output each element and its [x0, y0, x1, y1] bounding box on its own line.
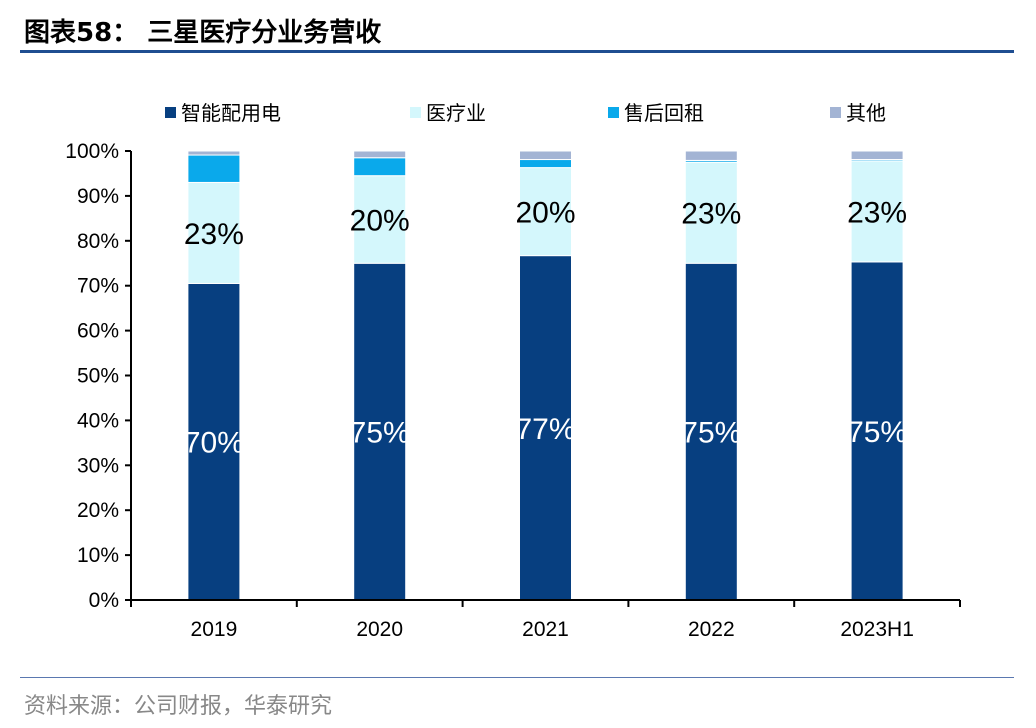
- y-axis: 0% 10% 20% 30% 40% 50% 60% 70% 80% 90% 100%: [65, 140, 132, 612]
- data-label: 75%: [681, 417, 741, 450]
- title-rule: [20, 50, 1014, 53]
- y-tick-label: 50%: [77, 365, 119, 388]
- legend-swatch: [165, 107, 176, 118]
- chart-title: 图表58： 三星医疗分业务营收: [24, 18, 382, 48]
- legend-swatch: [608, 107, 619, 118]
- bar-segment: [353, 175, 407, 264]
- bar-segment: [519, 150, 572, 161]
- bar-segment: [187, 154, 241, 183]
- x-tick-label: 2022: [688, 618, 735, 641]
- bar-segment: [353, 262, 407, 601]
- bar-segment: [519, 159, 572, 169]
- bar-segment: [187, 181, 241, 284]
- y-tick-label: 60%: [77, 320, 119, 343]
- bar-segment: [684, 262, 738, 601]
- legend-label: 医疗业: [426, 101, 486, 125]
- y-tick-label: 70%: [77, 275, 119, 298]
- legend-label: 其他: [846, 101, 886, 125]
- x-tick-label: 2019: [191, 618, 238, 641]
- y-tick-label: 10%: [77, 544, 119, 567]
- data-label: 23%: [184, 218, 244, 251]
- y-tick-label: 40%: [77, 409, 119, 432]
- data-label: 20%: [350, 204, 410, 237]
- data-label: 20%: [515, 197, 575, 230]
- legend-label: 售后回租: [624, 101, 704, 125]
- y-tick-label: 100%: [65, 140, 119, 163]
- bars: [187, 150, 904, 601]
- y-tick-label: 30%: [77, 454, 119, 477]
- bar-segment: [187, 150, 241, 156]
- bar-segment: [353, 157, 407, 177]
- bar-segment: [519, 167, 572, 257]
- data-label: 77%: [515, 413, 575, 446]
- y-tick-label: 20%: [77, 499, 119, 522]
- y-tick-label: 80%: [77, 230, 119, 253]
- data-labels: 70% 23% 75% 20% 77% 20% 75% 23% 75% 23%: [184, 196, 907, 459]
- legend-swatch: [830, 107, 841, 118]
- legend-swatch: [410, 107, 421, 118]
- bar-segment: [850, 160, 904, 263]
- bar-segment: [519, 255, 572, 601]
- legend: 智能配用电 医疗业 售后回租 其他: [165, 101, 886, 125]
- bar-segment: [850, 150, 904, 161]
- data-label: 23%: [847, 196, 907, 229]
- x-axis: 2019 2020 2021 2022 2023H1: [130, 599, 961, 641]
- data-label: 23%: [681, 198, 741, 231]
- source-rule: [20, 677, 1014, 678]
- data-label: 75%: [350, 417, 410, 450]
- source-note: 资料来源：公司财报，华泰研究: [24, 694, 333, 719]
- bar-segment: [187, 282, 241, 601]
- legend-label: 智能配用电: [181, 101, 281, 125]
- bar-segment: [353, 150, 407, 159]
- data-label: 70%: [184, 427, 244, 460]
- y-tick-label: 0%: [89, 589, 119, 612]
- data-label: 75%: [847, 416, 907, 449]
- x-tick-label: 2021: [522, 618, 569, 641]
- bar-segment: [684, 161, 738, 264]
- x-tick-label: 2020: [356, 618, 403, 641]
- x-tick-label: 2023H1: [840, 618, 914, 641]
- bar-segment: [684, 150, 738, 161]
- y-tick-label: 90%: [77, 185, 119, 208]
